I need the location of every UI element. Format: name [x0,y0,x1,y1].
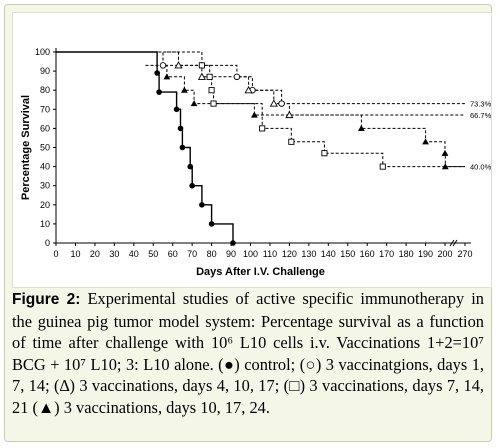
open-triangle-marker [244,85,253,94]
open-triangle-marker [285,110,294,119]
open-square-marker [321,150,328,157]
filled-triangle-marker [422,138,429,145]
filled-circle-marker [187,163,194,170]
x-tick-label: 90 [226,249,236,259]
x-tick-label: 20 [90,249,100,259]
x-tick-label: 50 [148,249,158,259]
filled-triangle-marker [357,125,365,131]
x-tick-label: 160 [360,249,375,259]
filled-triangle-marker [441,149,449,156]
y-tick-label: 0 [45,238,50,248]
x-tick-label: 100 [243,249,258,259]
filled-circle-marker [179,144,186,151]
filled-circle-marker [230,240,236,246]
x-tick-label: 10 [70,249,80,259]
x-axis-title: Days After I.V. Challenge [196,266,325,278]
filled-circle-marker [208,221,215,227]
open-circle-marker [233,73,241,81]
open-square-marker [198,62,205,69]
x-tick-label: 190 [418,249,433,259]
x-tick-label: 180 [399,249,414,259]
x-axis-break [449,239,458,247]
open-triangle-marker [197,72,206,80]
filled-triangle-marker [163,73,171,80]
x-tick-label: 200 [437,249,452,259]
x-tick-label: 270 [457,249,472,259]
filled-circle-marker [173,106,180,113]
filled-circle-marker [154,70,160,76]
open-square-marker [210,100,217,107]
y-tick-label: 70 [40,104,50,114]
filled-triangle-marker [250,111,258,118]
figure-caption: Figure 2: Experimental studies of active… [12,288,484,418]
filled-circle-marker [177,125,184,132]
open-square-marker [208,87,215,94]
series-end-label: 73.3% [470,100,491,109]
series-line-open-circle [143,51,465,105]
figure-label: Figure 2: [12,291,81,308]
x-tick-label: 80 [207,249,217,259]
x-tick-label: 70 [187,249,197,259]
y-tick-label: 50 [40,143,50,153]
caption-text: Experimental studies of active specific … [12,289,484,417]
y-tick-label: 40 [40,162,50,172]
y-tick-label: 10 [40,219,50,229]
x-tick-label: 120 [282,249,297,259]
series-end-label: 66.7% [470,111,491,120]
open-square-marker [288,138,295,145]
survival-chart: 0 10 20 30 40 50 60 70 80 90 100 0 10 20 30 40 50 60 70 80 9… [20,47,491,278]
x-tick-label: 0 [53,249,58,259]
open-circle-marker [278,100,285,107]
filled-triangle-marker [190,100,198,107]
open-triangle-marker [174,61,183,69]
filled-triangle-marker [441,163,449,170]
open-square-marker [259,125,266,132]
x-tick-label: 60 [168,249,178,259]
y-tick-label: 80 [40,85,50,95]
y-axis-title: Percentage Survival [20,95,32,200]
y-tick-label: 20 [40,200,50,210]
figure-frame: 0 10 20 30 40 50 60 70 80 90 100 0 10 20 30 40 50 60 70 80 9… [4,4,492,442]
y-tick-label: 30 [40,181,50,191]
y-tick-label: 60 [40,123,50,133]
x-tick-label: 140 [321,249,336,259]
series-line-filled-circle [56,51,234,243]
open-square-marker [206,73,213,80]
y-tick-label: 100 [35,47,50,57]
filled-circle-marker [199,202,205,208]
series-end-label: 40.0% [470,163,491,172]
x-tick-label: 30 [109,249,119,259]
series-line-open-square [166,51,465,168]
x-tick-label: 40 [129,249,139,259]
filled-circle-marker [189,182,195,189]
x-tick-label: 130 [301,249,316,259]
plot-panel: 0 10 20 30 40 50 60 70 80 90 100 0 10 20 30 40 50 60 70 80 9… [12,12,492,288]
series-line-open-triangle [153,51,465,116]
x-tick-label: 110 [263,249,277,259]
open-circle-marker [159,62,167,69]
x-tick-label: 150 [340,249,355,259]
open-square-marker [379,163,386,170]
filled-triangle-marker [180,86,188,93]
open-triangle-marker [269,99,278,107]
y-tick-label: 90 [40,66,50,76]
filled-circle-marker [156,89,162,95]
series-line-filled-triangle [145,64,465,168]
x-tick-label: 170 [379,249,394,259]
